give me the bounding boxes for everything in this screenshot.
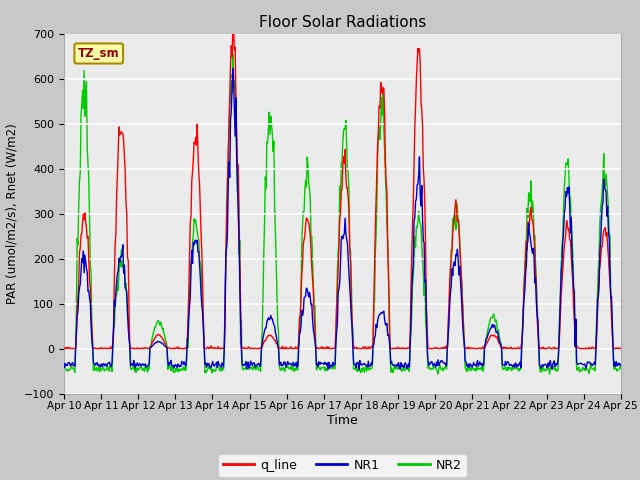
NR2 — [617, 365, 625, 371]
Line: q_line: q_line — [64, 29, 621, 348]
q_line — [60, 345, 68, 351]
NR1 — [617, 362, 625, 368]
Line: NR2: NR2 — [64, 54, 621, 374]
NR1 — [60, 361, 68, 367]
X-axis label: Time: Time — [327, 414, 358, 427]
q_line — [428, 346, 436, 351]
q_line — [185, 294, 193, 300]
NR1 — [355, 367, 363, 372]
NR1 — [214, 364, 221, 370]
NR2 — [60, 365, 68, 371]
Text: TZ_sm: TZ_sm — [78, 47, 120, 60]
Legend: q_line, NR1, NR2: q_line, NR1, NR2 — [218, 454, 467, 477]
q_line — [230, 26, 237, 32]
NR2 — [411, 234, 419, 240]
Line: NR1: NR1 — [64, 69, 621, 370]
NR1 — [428, 359, 436, 364]
NR2 — [70, 366, 78, 372]
q_line — [128, 346, 136, 351]
NR1 — [127, 361, 135, 367]
NR2 — [546, 371, 554, 377]
q_line — [214, 344, 222, 349]
q_line — [412, 103, 419, 109]
NR1 — [184, 336, 192, 342]
NR1 — [70, 362, 78, 368]
q_line — [71, 346, 79, 351]
NR2 — [184, 346, 192, 351]
NR2 — [428, 366, 435, 372]
NR2 — [229, 51, 237, 57]
Title: Floor Solar Radiations: Floor Solar Radiations — [259, 15, 426, 30]
q_line — [617, 346, 625, 351]
NR1 — [229, 66, 237, 72]
q_line — [61, 346, 68, 351]
NR2 — [214, 364, 221, 370]
Y-axis label: PAR (umol/m2/s), Rnet (W/m2): PAR (umol/m2/s), Rnet (W/m2) — [5, 123, 19, 304]
NR1 — [412, 198, 419, 204]
NR2 — [127, 367, 135, 372]
